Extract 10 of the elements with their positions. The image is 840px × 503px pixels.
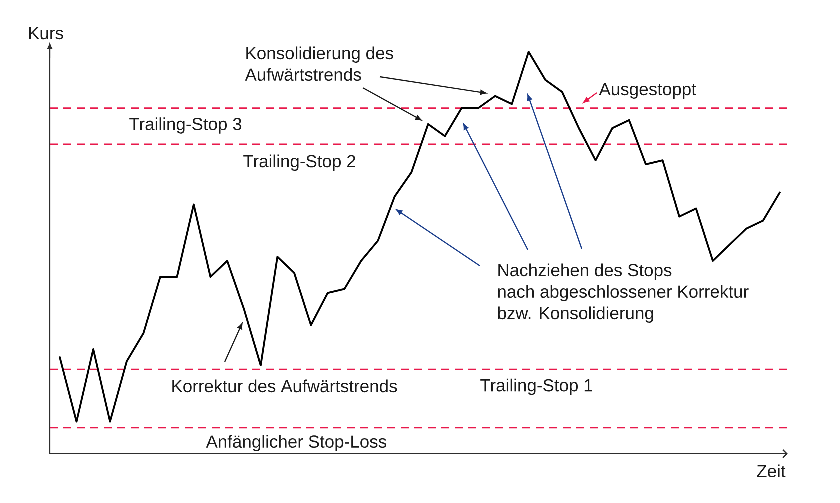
x-axis-title: Zeit	[757, 464, 786, 478]
y-axis-title: Kurs	[29, 27, 64, 40]
annotation: Konsolidierung des Aufwärtstrends	[245, 46, 394, 82]
ref-line-label: Anfänglicher Stop-Loss	[206, 435, 386, 452]
ref-line-label: Trailing-Stop 3	[130, 118, 242, 134]
annotation: Korrektur des Aufwärtstrends	[172, 380, 398, 393]
ref-line-label: Trailing-Stop 2	[244, 154, 356, 172]
annotation: Nachziehen des Stops nach abgeschlossener Korrektur bzw. Konsolidierung	[498, 264, 749, 324]
annotation: Ausgestoppt	[599, 83, 696, 100]
ref-line-label: Trailing-Stop 1	[480, 378, 592, 396]
